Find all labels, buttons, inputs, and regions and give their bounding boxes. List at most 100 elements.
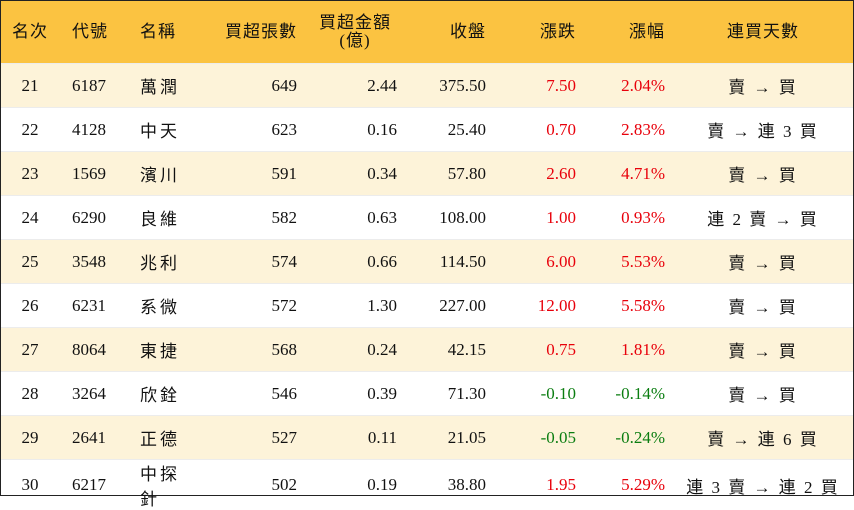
code-cell: 6187 — [59, 64, 126, 108]
rank-cell: 26 — [1, 284, 59, 328]
name-cell: 萬潤 — [126, 64, 198, 108]
net-buy-amount-cell: 1.30 — [305, 284, 405, 328]
close-cell: 21.05 — [405, 416, 494, 460]
table-body: 21 6187 萬潤 649 2.44 375.50 7.50 2.04% 賣 … — [1, 64, 853, 510]
header-code: 代號 — [59, 1, 126, 64]
streak-cell: 賣 → 連 6 買 — [673, 416, 853, 460]
close-cell: 227.00 — [405, 284, 494, 328]
rank-cell: 28 — [1, 372, 59, 416]
name-cell: 中探針 — [126, 460, 198, 510]
table-row: 21 6187 萬潤 649 2.44 375.50 7.50 2.04% 賣 … — [1, 64, 853, 108]
ranking-table-panel: 名次 代號 名稱 買超張數 買超金額 (億) 收盤 漲跌 漲幅 連買天數 21 … — [0, 0, 854, 496]
streak-cell: 賣 → 買 — [673, 284, 853, 328]
header-change-pct: 漲幅 — [584, 1, 673, 64]
header-change: 漲跌 — [494, 1, 584, 64]
close-cell: 42.15 — [405, 328, 494, 372]
change-cell: -0.10 — [494, 372, 584, 416]
name-cell: 良維 — [126, 196, 198, 240]
change-pct-cell: 4.71% — [584, 152, 673, 196]
streak-cell: 連 3 賣 → 連 2 買 — [673, 460, 853, 510]
rank-cell: 21 — [1, 64, 59, 108]
change-cell: 1.00 — [494, 196, 584, 240]
code-cell: 4128 — [59, 108, 126, 152]
streak-cell: 賣 → 買 — [673, 240, 853, 284]
name-cell: 東捷 — [126, 328, 198, 372]
streak-cell: 賣 → 買 — [673, 372, 853, 416]
close-cell: 57.80 — [405, 152, 494, 196]
name-cell: 正德 — [126, 416, 198, 460]
net-buy-lots-cell: 649 — [198, 64, 305, 108]
table-row: 29 2641 正德 527 0.11 21.05 -0.05 -0.24% 賣… — [1, 416, 853, 460]
name-cell: 欣銓 — [126, 372, 198, 416]
change-pct-cell: 2.04% — [584, 64, 673, 108]
close-cell: 108.00 — [405, 196, 494, 240]
rank-cell: 23 — [1, 152, 59, 196]
net-buy-lots-cell: 568 — [198, 328, 305, 372]
code-cell: 3548 — [59, 240, 126, 284]
code-cell: 6231 — [59, 284, 126, 328]
change-pct-cell: 0.93% — [584, 196, 673, 240]
net-buy-lots-cell: 582 — [198, 196, 305, 240]
rank-cell: 30 — [1, 460, 59, 510]
streak-cell: 賣 → 買 — [673, 64, 853, 108]
name-cell: 系微 — [126, 284, 198, 328]
change-pct-cell: 5.53% — [584, 240, 673, 284]
header-name: 名稱 — [126, 1, 198, 64]
change-cell: 2.60 — [494, 152, 584, 196]
header-net-buy-lots: 買超張數 — [198, 1, 305, 64]
rank-cell: 24 — [1, 196, 59, 240]
table-row: 22 4128 中天 623 0.16 25.40 0.70 2.83% 賣 →… — [1, 108, 853, 152]
rank-cell: 22 — [1, 108, 59, 152]
table-row: 23 1569 濱川 591 0.34 57.80 2.60 4.71% 賣 →… — [1, 152, 853, 196]
name-cell: 濱川 — [126, 152, 198, 196]
code-cell: 3264 — [59, 372, 126, 416]
header-close: 收盤 — [405, 1, 494, 64]
close-cell: 71.30 — [405, 372, 494, 416]
net-buy-amount-cell: 0.24 — [305, 328, 405, 372]
table-row: 24 6290 良維 582 0.63 108.00 1.00 0.93% 連 … — [1, 196, 853, 240]
change-pct-cell: 1.81% — [584, 328, 673, 372]
header-net-buy-amount-line1: 買超金額 — [305, 14, 405, 32]
change-cell: 0.75 — [494, 328, 584, 372]
net-buy-amount-cell: 0.16 — [305, 108, 405, 152]
change-cell: 0.70 — [494, 108, 584, 152]
close-cell: 114.50 — [405, 240, 494, 284]
net-buy-amount-cell: 0.63 — [305, 196, 405, 240]
net-buy-lots-cell: 623 — [198, 108, 305, 152]
change-cell: 6.00 — [494, 240, 584, 284]
net-buy-amount-cell: 2.44 — [305, 64, 405, 108]
code-cell: 1569 — [59, 152, 126, 196]
code-cell: 6290 — [59, 196, 126, 240]
close-cell: 375.50 — [405, 64, 494, 108]
rank-cell: 25 — [1, 240, 59, 284]
code-cell: 2641 — [59, 416, 126, 460]
streak-cell: 連 2 賣 → 買 — [673, 196, 853, 240]
net-buy-amount-cell: 0.34 — [305, 152, 405, 196]
change-cell: 7.50 — [494, 64, 584, 108]
table-header: 名次 代號 名稱 買超張數 買超金額 (億) 收盤 漲跌 漲幅 連買天數 — [1, 1, 853, 64]
code-cell: 8064 — [59, 328, 126, 372]
streak-cell: 賣 → 買 — [673, 152, 853, 196]
rank-cell: 27 — [1, 328, 59, 372]
net-buy-lots-cell: 546 — [198, 372, 305, 416]
net-buy-lots-cell: 591 — [198, 152, 305, 196]
streak-cell: 賣 → 買 — [673, 328, 853, 372]
table-row: 30 6217 中探針 502 0.19 38.80 1.95 5.29% 連 … — [1, 460, 853, 510]
table-row: 25 3548 兆利 574 0.66 114.50 6.00 5.53% 賣 … — [1, 240, 853, 284]
change-cell: -0.05 — [494, 416, 584, 460]
change-pct-cell: 2.83% — [584, 108, 673, 152]
net-buy-lots-cell: 572 — [198, 284, 305, 328]
change-cell: 1.95 — [494, 460, 584, 510]
table-row: 26 6231 系微 572 1.30 227.00 12.00 5.58% 賣… — [1, 284, 853, 328]
close-cell: 25.40 — [405, 108, 494, 152]
change-cell: 12.00 — [494, 284, 584, 328]
table-row: 28 3264 欣銓 546 0.39 71.30 -0.10 -0.14% 賣… — [1, 372, 853, 416]
change-pct-cell: 5.29% — [584, 460, 673, 510]
rank-cell: 29 — [1, 416, 59, 460]
code-cell: 6217 — [59, 460, 126, 510]
table-row: 27 8064 東捷 568 0.24 42.15 0.75 1.81% 賣 →… — [1, 328, 853, 372]
net-buy-amount-cell: 0.11 — [305, 416, 405, 460]
net-buy-lots-cell: 502 — [198, 460, 305, 510]
header-net-buy-amount: 買超金額 (億) — [305, 1, 405, 64]
